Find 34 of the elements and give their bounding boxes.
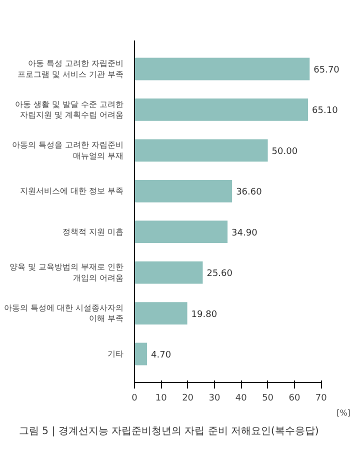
y-tick-label: 아동 특성 고려한 자립준비 프로그램 및 서비스 기관 부족 <box>17 59 124 79</box>
y-tick-label: 아동의 특성을 고려한 자립준비 매뉴얼의 부재 <box>12 140 124 160</box>
bar <box>134 98 308 121</box>
x-tick-label: 70 <box>315 394 328 404</box>
x-tick-label: 50 <box>262 394 274 404</box>
bar <box>134 58 310 80</box>
x-tick-label: 60 <box>288 394 300 404</box>
x-axis-title: [%] <box>336 408 350 418</box>
y-tick-label: 아동의 특성에 대한 시설종사자의 이해 부족 <box>4 303 124 324</box>
data-label: 50.00 <box>272 146 298 157</box>
bar <box>134 261 203 284</box>
y-tick-label: 양육 및 교육방법의 부재로 인한 개입의 어려움 <box>9 262 124 282</box>
bar <box>134 342 148 366</box>
x-tick-label: 30 <box>208 394 220 404</box>
y-tick-label: 정책적 지원 미흡 <box>62 227 124 236</box>
bar <box>134 139 268 162</box>
x-tick-label: 40 <box>235 394 248 404</box>
data-label: 25.60 <box>206 269 233 280</box>
x-tick-label: 20 <box>182 394 194 404</box>
data-label: 65.10 <box>312 106 338 116</box>
text: 그림 5 | 경계선지능 자립준비청년의 자립 준비 저해요인(복수응답) <box>19 425 319 439</box>
bar <box>134 180 232 202</box>
x-tick-label: 0 <box>132 394 138 404</box>
data-label: 4.70 <box>151 350 172 360</box>
x-tick-label: 10 <box>155 394 168 404</box>
y-tick-label: 아동 생활 및 발달 수준 고려한 자립지원 및 계획수립 어려움 <box>14 100 124 120</box>
data-label: 19.80 <box>191 310 218 320</box>
data-label: 34.90 <box>232 228 258 238</box>
bar <box>134 302 188 324</box>
y-tick-label: 기타 <box>108 350 124 358</box>
data-label: 36.60 <box>236 188 262 198</box>
bar <box>134 220 228 244</box>
data-label: 65.70 <box>314 66 340 76</box>
y-tick-label: 지원서비스에 대한 정보 부족 <box>20 186 124 196</box>
